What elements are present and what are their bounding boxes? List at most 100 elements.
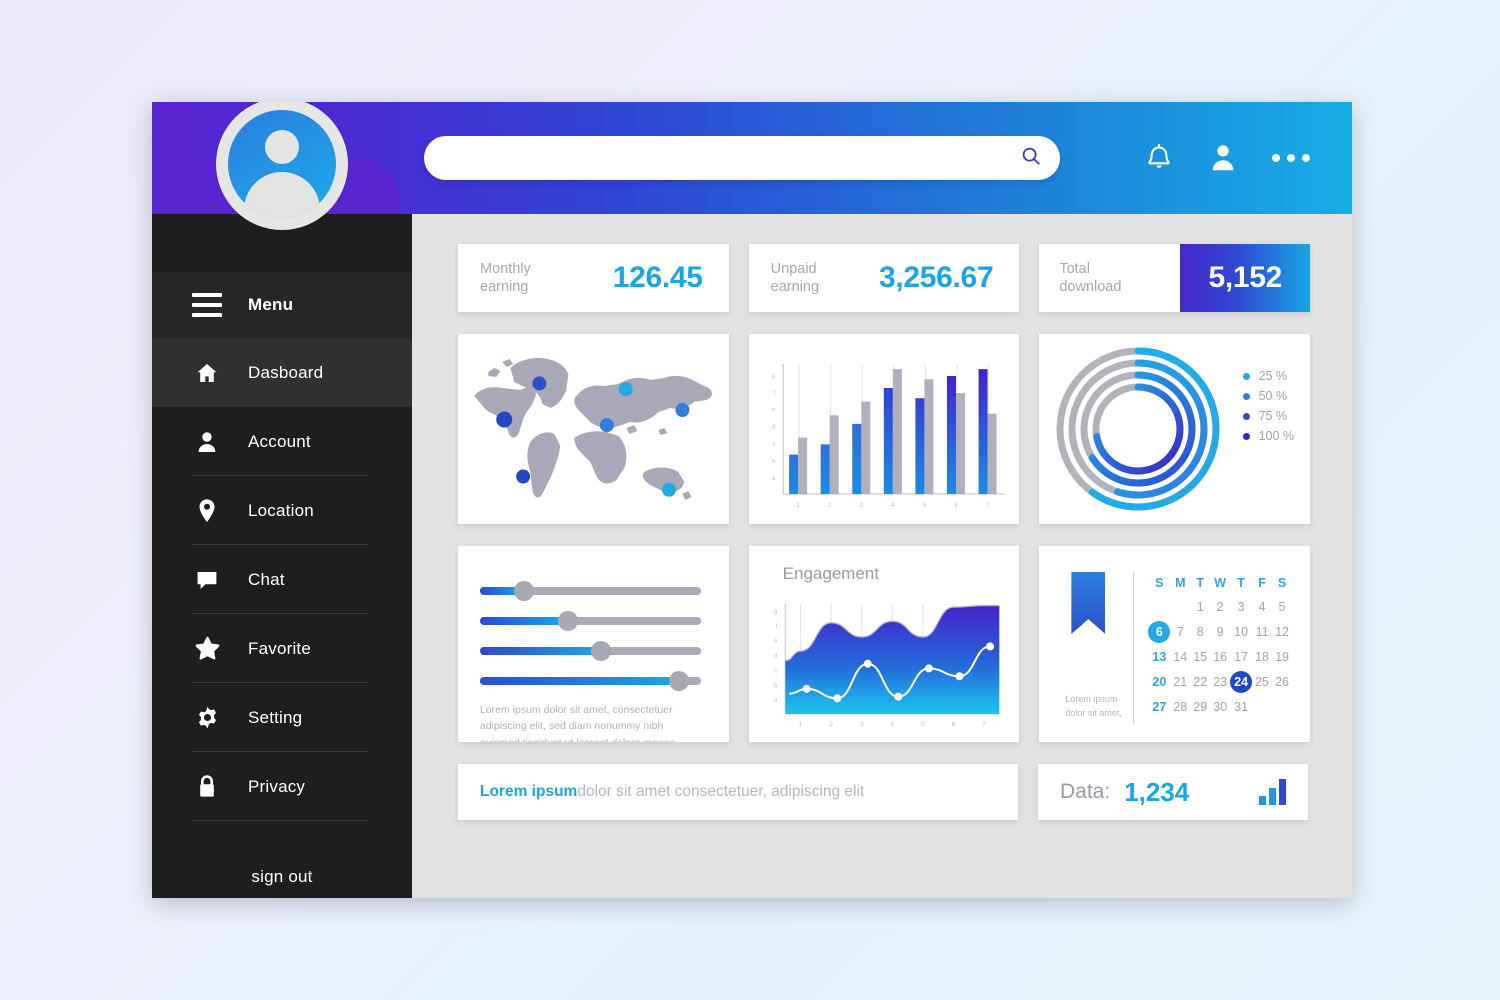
donut-legend: 25 % 50 % 75 % 100 % (1242, 366, 1295, 446)
data-point (863, 659, 872, 668)
calendar-day[interactable]: 26 (1275, 674, 1289, 689)
slider-track[interactable] (480, 617, 701, 625)
calendar-day[interactable]: 15 (1193, 649, 1208, 664)
calendar-day-selected[interactable]: 24 (1230, 670, 1253, 693)
x-tick-label: 2 (828, 502, 832, 509)
x-tick-label: 7 (985, 502, 989, 509)
y-tick-label: c (774, 668, 777, 674)
more-dot (1272, 154, 1280, 162)
stat-label: Unpaid earning (770, 260, 820, 295)
bookmark-icon (1071, 572, 1106, 634)
slider[interactable] (480, 576, 701, 606)
app-body: Menu Dasboard (152, 102, 1352, 898)
calendar-day[interactable]: 1 (1196, 599, 1204, 614)
sidebar-item-favorite[interactable]: Favorite (152, 614, 412, 683)
sidebar-item-setting[interactable]: Setting (152, 683, 412, 752)
bell-icon[interactable] (1144, 142, 1174, 174)
user-icon[interactable] (1208, 142, 1238, 174)
y-tick-label: d (772, 425, 775, 431)
slider-handle[interactable] (668, 671, 689, 691)
calendar-day[interactable]: 17 (1234, 649, 1249, 664)
y-tick-label: f (775, 624, 777, 630)
slider-track[interactable] (480, 587, 701, 595)
calendar-day-empty (1272, 694, 1292, 719)
calendar-day[interactable]: 13 (1152, 649, 1167, 664)
sidebar-item-chat[interactable]: Chat (152, 545, 412, 614)
calendar-day[interactable]: 25 (1255, 674, 1270, 689)
sidebar-menu-toggle[interactable]: Menu (152, 272, 412, 338)
calendar-day[interactable]: 3 (1237, 599, 1245, 614)
engagement-title: Engagement (782, 564, 880, 583)
sidebar-item-privacy[interactable]: Privacy (152, 752, 412, 821)
calendar-day[interactable]: 23 (1213, 674, 1228, 689)
calendar-day[interactable]: 9 (1216, 624, 1224, 639)
slider[interactable] (480, 606, 701, 636)
calendar-week: 6 7 8 9 10 11 12 (1148, 619, 1292, 644)
calendar-day[interactable]: 5 (1278, 599, 1286, 614)
calendar-day[interactable]: 20 (1152, 674, 1167, 689)
divider (192, 475, 368, 476)
calendar-day[interactable]: 27 (1152, 699, 1167, 714)
calendar-day[interactable]: 8 (1196, 624, 1204, 639)
calendar-day[interactable]: 6 (1148, 619, 1171, 644)
calendar-day[interactable]: 21 (1173, 674, 1188, 689)
area-fill (785, 605, 1000, 714)
avatar[interactable] (216, 102, 348, 230)
map-marker (516, 469, 531, 484)
trend-line (788, 645, 990, 700)
sidebar-item-location[interactable]: Location (152, 476, 412, 545)
calendar-day[interactable]: 30 (1213, 699, 1228, 714)
sidebar-item-account[interactable]: Account (152, 407, 412, 476)
calendar-day[interactable]: 19 (1275, 649, 1289, 664)
calendar-day[interactable]: 28 (1173, 699, 1188, 714)
bar-primary (946, 375, 956, 494)
calendar-day[interactable]: 31 (1234, 699, 1249, 714)
widgets-row: Lorem ipsum dolor sit amet, consectetuer… (458, 546, 1311, 742)
sidebar-item-label: Privacy (248, 776, 306, 796)
search-bar[interactable] (424, 136, 1060, 180)
slider-handle[interactable] (558, 611, 579, 631)
bar-primary (883, 387, 893, 494)
slider-fill (480, 617, 569, 625)
hamburger-icon[interactable] (192, 293, 222, 317)
y-tick-label: a (772, 476, 776, 482)
x-tick-label: 1 (798, 721, 802, 728)
calendar-day[interactable]: 2 (1216, 599, 1224, 614)
bar-primary (788, 454, 798, 494)
sidebar-item-dashboard[interactable]: Dasboard (152, 338, 412, 407)
calendar-day[interactable]: 16 (1213, 649, 1228, 664)
slider-note: Lorem ipsum dolor sit amet, consectetuer… (480, 704, 676, 742)
search-icon[interactable] (1020, 145, 1042, 172)
legend-label: 100 % (1258, 429, 1295, 443)
divider (192, 751, 368, 752)
calendar-day[interactable]: 12 (1275, 624, 1289, 639)
dashboard-content: Monthly earning 126.45 Unpaid earning 3,… (412, 214, 1352, 898)
calendar-day[interactable]: 14 (1173, 649, 1188, 664)
slider[interactable] (480, 666, 701, 696)
slider-handle[interactable] (514, 581, 535, 601)
stat-value: 5,152 (1180, 244, 1311, 312)
calendar-day[interactable]: 18 (1255, 649, 1270, 664)
sign-out-button[interactable]: sign out (152, 831, 412, 898)
calendar-day[interactable]: 10 (1234, 624, 1249, 639)
calendar-day[interactable]: 7 (1176, 624, 1184, 639)
calendar-day[interactable]: 24 (1230, 669, 1253, 694)
calendar-day-selected[interactable]: 6 (1148, 620, 1171, 643)
search-input[interactable] (446, 149, 1020, 167)
calendar-day[interactable]: 11 (1255, 624, 1269, 639)
calendar-day[interactable]: 4 (1258, 599, 1266, 614)
x-tick-label: 5 (921, 721, 925, 728)
y-tick-label: b (772, 459, 776, 465)
calendar-day[interactable]: 29 (1193, 699, 1208, 714)
y-tick-label: e (774, 639, 778, 645)
calendar-day[interactable]: 22 (1193, 674, 1208, 689)
more-icon[interactable] (1272, 154, 1310, 162)
footer-row: Lorem ipsum dolor sit amet consectetuer,… (458, 764, 1310, 820)
slider-handle[interactable] (591, 641, 612, 661)
x-tick-label: 6 (954, 502, 958, 509)
slider[interactable] (480, 636, 701, 666)
map-marker (599, 418, 614, 433)
sidebar-item-label: Location (248, 500, 314, 520)
data-label: Data: (1060, 780, 1111, 803)
